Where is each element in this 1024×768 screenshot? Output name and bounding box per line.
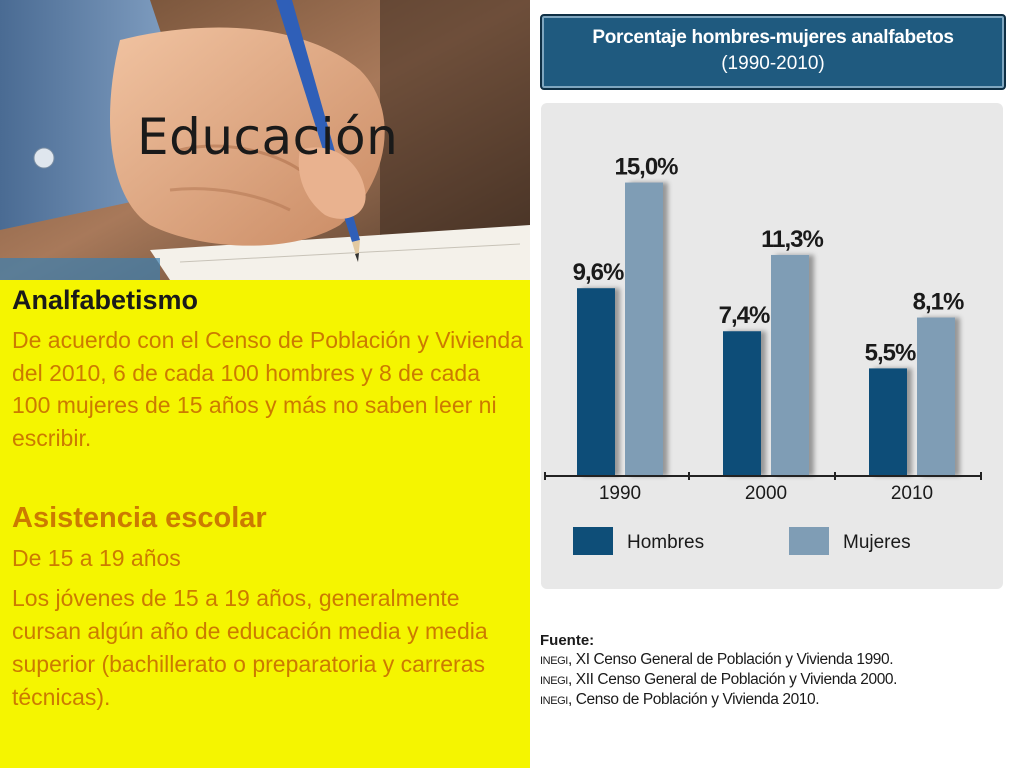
slide-title: Educación xyxy=(137,108,399,166)
section-heading-asistencia: Asistencia escolar xyxy=(12,502,267,534)
x-tick-label-2000: 2000 xyxy=(745,483,787,504)
source-org-3: INEGI xyxy=(540,695,568,707)
legend-label-mujeres: Mujeres xyxy=(843,532,911,553)
data-label-mujeres-2000: 11,3% xyxy=(761,226,823,253)
photo-illustration xyxy=(0,0,530,280)
asistencia-paragraph: Los jóvenes de 15 a 19 años, generalment… xyxy=(12,585,488,710)
x-tick-label-1990: 1990 xyxy=(599,483,641,504)
bar-hombres-1990 xyxy=(577,288,615,476)
source-org-2: INEGI xyxy=(540,675,568,687)
text-area: Analfabetismo De acuerdo con el Censo de… xyxy=(12,282,524,714)
data-label-mujeres-2010: 8,1% xyxy=(913,289,964,316)
chart-panel: 9,6% 15,0% 1990 7,4% 11,3% 2000 5,5% 8,1% 2010 Ho… xyxy=(541,103,1003,589)
legend-swatch-mujeres xyxy=(789,527,829,555)
age-range-subheading: De 15 a 19 años xyxy=(12,545,181,571)
source-text-2: , XII Censo General de Población y Vivie… xyxy=(567,671,898,688)
bar-hombres-2010 xyxy=(869,368,907,476)
data-label-hombres-1990: 9,6% xyxy=(573,259,624,286)
bar-mujeres-2000 xyxy=(771,254,809,476)
chart-header: Porcentaje hombres-mujeres analfabetos (… xyxy=(540,14,1006,90)
chart-subtitle: (1990-2010) xyxy=(721,53,825,74)
legend-swatch-hombres xyxy=(573,527,613,555)
bar-hombres-2000 xyxy=(723,331,761,476)
data-label-hombres-2010: 5,5% xyxy=(865,339,916,366)
bar-chart: 9,6% 15,0% 1990 7,4% 11,3% 2000 5,5% 8,1% 2010 Ho… xyxy=(544,154,982,555)
source-line-1: INEGI, XI Censo General de Población y V… xyxy=(540,651,1010,669)
data-label-mujeres-1990: 15,0% xyxy=(614,154,678,181)
source-text-3: , Censo de Población y Vivienda 2010. xyxy=(567,691,820,708)
right-panel: Porcentaje hombres-mujeres analfabetos (… xyxy=(530,0,1024,768)
left-panel: Educación Analfabetismo De acuerdo con e… xyxy=(0,0,530,768)
hand-writing-photo xyxy=(0,0,530,280)
data-label-hombres-2000: 7,4% xyxy=(719,302,770,329)
source-label: Fuente: xyxy=(540,632,595,649)
legend-label-hombres: Hombres xyxy=(627,532,704,553)
source-line-3: INEGI, Censo de Población y Vivienda 201… xyxy=(540,691,1010,709)
source-text-1: , XI Censo General de Población y Vivien… xyxy=(567,651,894,668)
source-line-2: INEGI, XII Censo General de Población y … xyxy=(540,671,1010,689)
chart-title: Porcentaje hombres-mujeres analfabetos xyxy=(592,27,954,48)
source-block: Fuente: INEGI, XI Censo General de Pobla… xyxy=(540,632,1010,711)
x-tick-label-2010: 2010 xyxy=(891,483,933,504)
bar-mujeres-2010 xyxy=(917,317,955,476)
analfabetismo-paragraph: De acuerdo con el Censo de Población y V… xyxy=(12,327,524,451)
bar-mujeres-1990 xyxy=(625,182,663,476)
source-org-1: INEGI xyxy=(540,655,568,667)
section-heading-analfabetismo: Analfabetismo xyxy=(12,285,199,315)
